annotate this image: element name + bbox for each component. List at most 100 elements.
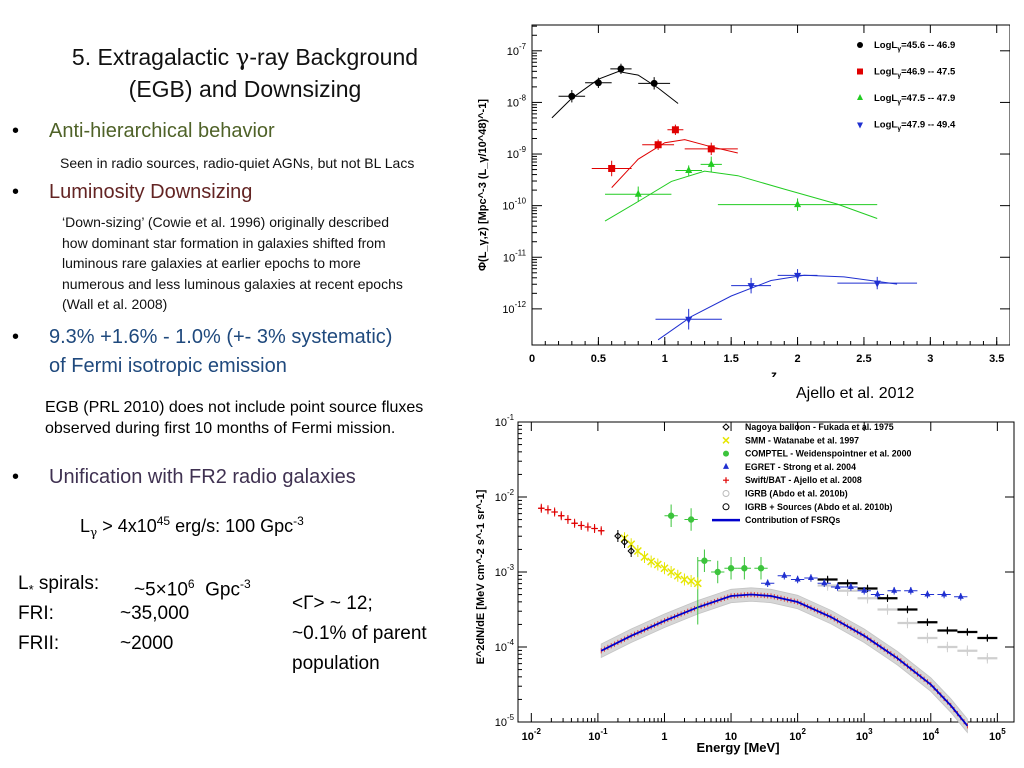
chart1-data-point xyxy=(634,189,642,197)
chart2-smm-point xyxy=(687,576,696,586)
chart2-egret-point xyxy=(924,590,931,597)
radio-sources-note: Seen in radio sources, radio-quiet AGNs,… xyxy=(60,155,415,171)
chart2-x-axis-label: Energy [MeV] xyxy=(696,740,779,755)
chart2-igrb-point xyxy=(924,635,931,641)
chart1-y-tick-label: 10-7 xyxy=(507,42,526,58)
bullet-dot: • xyxy=(12,120,20,142)
chart1-data-point xyxy=(650,79,658,87)
chart1-data-point xyxy=(685,166,693,174)
chart1-data-point xyxy=(608,164,616,172)
chart2-frame xyxy=(517,421,1015,723)
bullet-dot: • xyxy=(12,181,20,203)
chart2-igrb-sources-point xyxy=(924,619,931,626)
chart2-igrb-sources-point xyxy=(964,629,971,635)
density-row-frii: FRII: ~2000 xyxy=(18,633,174,654)
chart2-igrb-point xyxy=(904,620,911,626)
chart2-x-tick-label: 105 xyxy=(989,727,1006,743)
chart1-legend-marker xyxy=(857,42,863,48)
chart2-comptel-point xyxy=(714,568,721,576)
chart2-comptel-point xyxy=(687,516,695,523)
chart1-y-tick-label: 10-12 xyxy=(502,300,526,316)
chart1-fit-curve xyxy=(657,274,898,341)
chart2-egret-point xyxy=(764,579,771,586)
chart2-legend-marker xyxy=(722,503,730,511)
chart2-legend-label: COMPTEL - Weidenspointner et al. 2000 xyxy=(745,449,911,459)
egb-note: EGB (PRL 2010) does not include point so… xyxy=(45,398,453,439)
chart2-fsrq-curve xyxy=(600,593,969,727)
chart2-x-tick-label: 10-1 xyxy=(588,727,608,743)
bullet-label: Luminosity Downsizing xyxy=(49,181,253,203)
chart1-legend-label: LogLγ=45.6 -- 46.9 xyxy=(874,40,955,53)
chart2-legend-label: Nagoya balloon - Fukada et al. 1975 xyxy=(745,422,894,432)
chart1-data-point xyxy=(794,272,802,280)
chart1-data-point xyxy=(794,200,802,208)
title-line-1: 5. Extragalactic γ-ray Background xyxy=(71,44,419,71)
chart2-nagoya-point xyxy=(620,538,629,546)
chart2-legend-label: IGRB (Abdo et al. 2010b) xyxy=(745,489,848,499)
chart2-igrb-sources-point xyxy=(904,606,911,613)
density-row-spirals: L* spirals: ~5×106 Gpc-3 xyxy=(18,573,251,601)
chart2-y-tick-label: 10-5 xyxy=(495,713,515,729)
chart2-comptel-point xyxy=(667,512,675,519)
chart2-y-tick-label: 10-4 xyxy=(495,638,515,654)
chart1-data-point xyxy=(671,126,679,134)
chart2-legend-label: EGRET - Strong et al. 2004 xyxy=(745,462,856,472)
chart2-legend-marker xyxy=(722,490,730,497)
chart2-swift-bat-point xyxy=(598,527,605,534)
chart2-egret-point xyxy=(821,579,828,586)
chart2-x-tick-label: 10 xyxy=(725,731,737,743)
chart2-swift-bat-point xyxy=(558,512,565,519)
downsizing-description: ‘Down-sizing’ (Cowie et al. 1996) origin… xyxy=(62,212,462,315)
chart2-legend-marker xyxy=(722,436,730,444)
chart1-y-tick-label: 10-10 xyxy=(502,197,526,213)
chart2-comptel-point xyxy=(741,565,748,572)
description-line: how dominant star formation in galaxies … xyxy=(62,234,386,251)
lgamma-threshold: Lγ > 4x1045 erg/s: 100 Gpc-3 xyxy=(80,514,304,540)
chart2-y-tick-label: 10-2 xyxy=(495,488,514,504)
chart2-smm-point xyxy=(673,571,682,580)
chart1-x-axis-label: z xyxy=(771,368,777,377)
chart1-data-point xyxy=(747,283,755,291)
chart1-y-axis-label: Φ(L_γ,z) [Mpc^-3 (L_γ/10^48)^-1] xyxy=(477,99,489,271)
chart1-y-tick-label: 10-8 xyxy=(507,93,527,109)
chart2-legend-marker xyxy=(723,477,729,484)
bullet-label: 9.3% +1.6% - 1.0% (+- 3% systematic) of … xyxy=(49,326,393,377)
lorentz-factor-note: <Γ> ~ 12; ~0.1% of parent population xyxy=(292,589,462,679)
chart1-x-tick-label: 2 xyxy=(794,353,800,365)
chart2-igrb-sources-point xyxy=(884,595,891,602)
chart1-plot: 0 0.5 1 1.5 2 2.5 3 3.5 10-12 10-11 10-10 10-9 10-8 1… xyxy=(477,24,1010,377)
chart2-legend-label: SMM - Watanabe et al. 1997 xyxy=(745,435,859,445)
chart2-swift-bat-point xyxy=(571,520,578,527)
chart2-smm-point xyxy=(627,540,636,549)
description-line: (Wall et al. 2008) xyxy=(62,296,168,312)
chart2-swift-bat-point xyxy=(591,525,598,532)
chart1-x-tick-label: 1.5 xyxy=(724,353,739,365)
bullet-dot: • xyxy=(12,466,20,488)
chart2-x-tick-label: 103 xyxy=(856,727,873,743)
chart2-nagoya-point xyxy=(614,532,622,540)
chart2-igrb-point xyxy=(864,595,871,602)
gamma-line: <Γ> ~ 12; xyxy=(292,593,373,614)
chart2-igrb-point xyxy=(984,655,991,662)
chart1-x-tick-label: 0 xyxy=(529,353,535,365)
chart2-igrb-point xyxy=(884,606,891,613)
chart2-igrb-sources-point xyxy=(944,627,951,634)
chart2-smm-point xyxy=(660,564,669,573)
chart2-egret-point xyxy=(941,590,948,597)
chart1-x-tick-label: 3 xyxy=(927,353,933,365)
chart2-smm-point xyxy=(640,552,649,562)
chart2-smm-point xyxy=(693,579,702,588)
chart1-data-point xyxy=(707,145,715,153)
chart1-legend-label: LogLγ=46.9 -- 47.5 xyxy=(874,67,956,80)
chart2-swift-bat-point xyxy=(538,505,545,512)
description-line: ‘Down-sizing’ (Cowie et al. 1996) origin… xyxy=(62,214,390,230)
chart1-x-tick-label: 0.5 xyxy=(591,353,606,365)
chart1-x-tick-label: 3.5 xyxy=(989,353,1004,365)
chart2-egret-point xyxy=(781,571,788,578)
chart2-egret-point xyxy=(907,586,914,593)
chart1-data-point xyxy=(685,316,693,324)
chart2-fsrq-uncertainty-band xyxy=(600,587,968,734)
chart2-igrb-sources-point xyxy=(844,580,851,587)
egb-note-line: EGB (PRL 2010) does not include point so… xyxy=(45,399,424,416)
description-line: luminous rare galaxies at earlier epochs… xyxy=(62,255,361,271)
